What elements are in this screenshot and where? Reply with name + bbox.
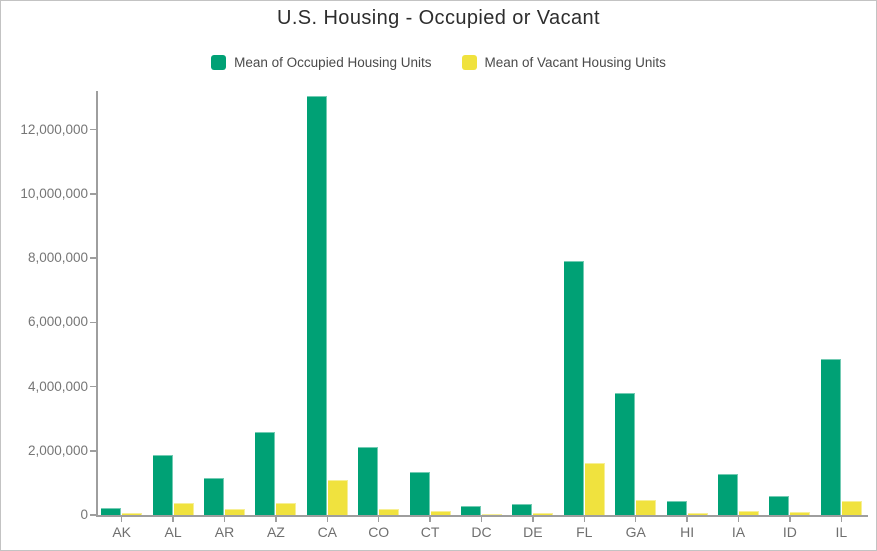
legend-item-occupied[interactable]: Mean of Occupied Housing Units xyxy=(211,55,432,70)
bar-vacant-az[interactable] xyxy=(276,503,297,515)
x-axis-tick xyxy=(789,517,791,522)
x-axis-tick xyxy=(480,517,483,522)
bar-occupied-ca[interactable] xyxy=(306,96,327,515)
bar-occupied-dc[interactable] xyxy=(461,506,481,515)
y-axis-tick xyxy=(90,321,96,324)
y-axis-tick xyxy=(90,257,96,259)
x-category-label: AK xyxy=(112,524,132,540)
bar-occupied-co[interactable] xyxy=(358,447,379,515)
bar-vacant-fl[interactable] xyxy=(584,463,605,515)
bar-vacant-il[interactable] xyxy=(841,501,862,515)
bar-vacant-dc[interactable] xyxy=(482,514,502,515)
bar-occupied-ia[interactable] xyxy=(718,474,738,515)
y-axis-line xyxy=(96,91,98,516)
bar-vacant-co[interactable] xyxy=(379,509,400,515)
bar-occupied-hi[interactable] xyxy=(666,501,687,515)
y-axis-tick xyxy=(90,385,96,388)
bar-occupied-az[interactable] xyxy=(255,432,276,515)
bar-vacant-id[interactable] xyxy=(790,512,811,515)
bar-occupied-id[interactable] xyxy=(769,496,790,515)
y-axis-tick xyxy=(90,193,96,195)
legend: Mean of Occupied Housing Units Mean of V… xyxy=(1,55,876,70)
bar-vacant-ar[interactable] xyxy=(225,509,245,515)
bar-vacant-ak[interactable] xyxy=(122,513,143,515)
legend-item-vacant[interactable]: Mean of Vacant Housing Units xyxy=(461,55,666,70)
x-axis-tick xyxy=(634,517,637,522)
x-axis-tick xyxy=(583,517,586,522)
x-axis-tick xyxy=(120,517,123,522)
y-axis-tick xyxy=(90,128,96,131)
x-axis-line xyxy=(96,515,868,517)
x-axis-tick xyxy=(686,517,688,522)
bar-vacant-ct[interactable] xyxy=(430,511,451,515)
y-axis-tick-label: 8,000,000 xyxy=(27,250,88,266)
x-axis-tick xyxy=(326,517,329,522)
y-axis-tick-label: 10,000,000 xyxy=(20,185,88,201)
bar-vacant-ia[interactable] xyxy=(739,511,759,515)
x-axis-tick xyxy=(429,517,431,522)
x-axis-tick xyxy=(737,517,740,522)
y-axis-tick-label: 0 xyxy=(80,507,88,522)
bar-occupied-ar[interactable] xyxy=(204,478,224,515)
legend-swatch-vacant-icon xyxy=(461,55,477,70)
x-category-label: AL xyxy=(164,524,182,540)
bar-occupied-al[interactable] xyxy=(152,455,173,515)
y-axis-tick xyxy=(90,450,96,452)
x-category-label: DC xyxy=(471,524,492,540)
bar-vacant-al[interactable] xyxy=(173,503,194,515)
x-category-label: CO xyxy=(368,524,390,540)
x-axis-tick xyxy=(223,517,226,522)
x-category-label: AZ xyxy=(266,524,285,540)
bar-occupied-ak[interactable] xyxy=(101,508,122,515)
x-category-label: FL xyxy=(576,524,593,540)
x-category-label: GA xyxy=(625,524,646,540)
x-category-label: IA xyxy=(731,524,746,540)
y-axis-tick xyxy=(90,514,96,516)
chart-title: U.S. Housing - Occupied or Vacant xyxy=(277,7,600,29)
bar-occupied-fl[interactable] xyxy=(563,261,584,515)
x-category-label: ID xyxy=(782,524,797,540)
y-axis-tick-label: 4,000,000 xyxy=(27,378,88,394)
bar-vacant-ga[interactable] xyxy=(636,500,657,515)
x-axis-tick xyxy=(172,517,174,522)
x-axis-tick xyxy=(532,517,534,522)
y-axis-tick-label: 2,000,000 xyxy=(27,442,88,458)
bar-occupied-ga[interactable] xyxy=(615,393,636,515)
x-axis-tick xyxy=(840,517,843,522)
bar-vacant-hi[interactable] xyxy=(687,513,708,515)
x-axis-tick xyxy=(275,517,277,522)
x-category-label: CA xyxy=(317,524,338,540)
bar-vacant-de[interactable] xyxy=(533,513,554,515)
x-category-label: CT xyxy=(420,524,440,540)
legend-label-vacant: Mean of Vacant Housing Units xyxy=(484,55,666,70)
bar-occupied-ct[interactable] xyxy=(409,472,430,515)
x-category-label: HI xyxy=(680,524,695,540)
y-axis-tick-label: 12,000,000 xyxy=(20,121,88,137)
y-axis-tick-label: 6,000,000 xyxy=(27,314,88,330)
legend-label-occupied: Mean of Occupied Housing Units xyxy=(234,55,432,70)
x-category-label: AR xyxy=(214,524,235,540)
x-axis-tick xyxy=(377,517,380,522)
x-category-label: DE xyxy=(523,524,543,540)
x-category-label: IL xyxy=(835,524,848,540)
bar-occupied-de[interactable] xyxy=(512,504,533,515)
bar-vacant-ca[interactable] xyxy=(327,480,348,515)
bar-occupied-il[interactable] xyxy=(820,359,841,515)
legend-swatch-occupied-icon xyxy=(211,55,227,70)
